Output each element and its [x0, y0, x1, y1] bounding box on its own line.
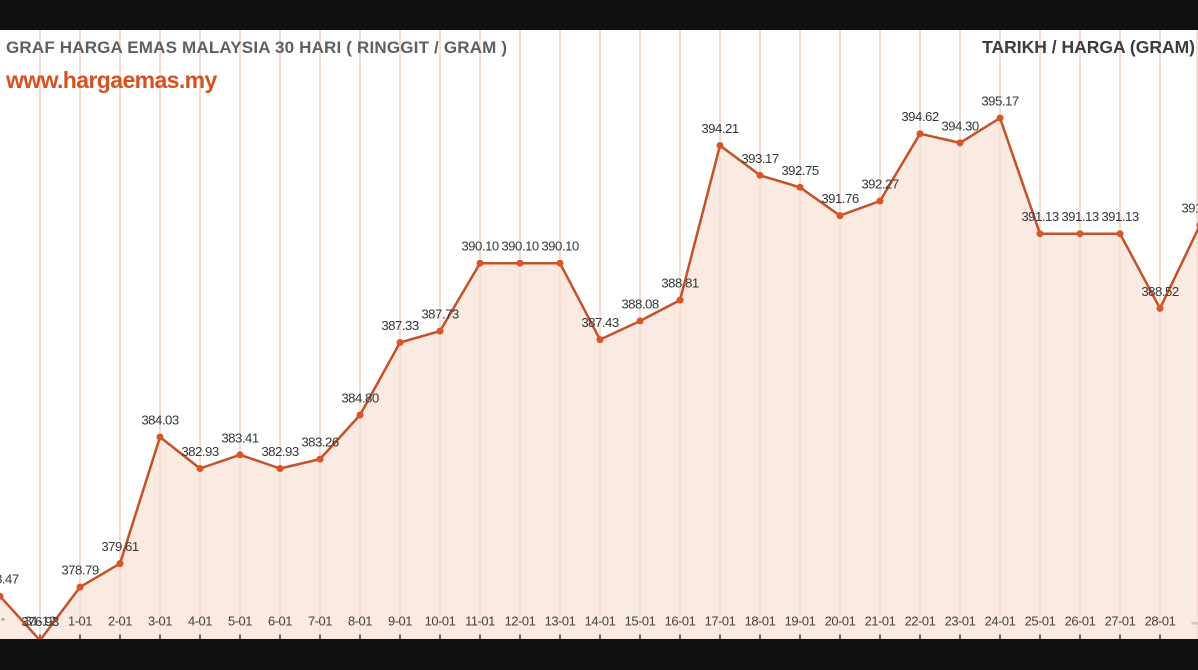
svg-text:387.33: 387.33 [381, 318, 419, 333]
svg-text:4-01: 4-01 [188, 614, 212, 629]
svg-text:8-01: 8-01 [348, 614, 372, 629]
svg-text:17-01: 17-01 [705, 614, 736, 629]
svg-text:13-01: 13-01 [545, 614, 576, 629]
svg-text:31-12: 31-12 [25, 614, 56, 629]
svg-text:5-01: 5-01 [228, 614, 252, 629]
svg-text:390.10: 390.10 [541, 239, 579, 254]
svg-text:388.52: 388.52 [1141, 284, 1179, 299]
svg-text:16-01: 16-01 [665, 614, 696, 629]
svg-text:28-01: 28-01 [1145, 614, 1176, 629]
svg-text:379.61: 379.61 [101, 539, 139, 554]
svg-text:376.93: 376.93 [21, 614, 59, 629]
svg-text:15-01: 15-01 [625, 614, 656, 629]
svg-text:14-01: 14-01 [585, 614, 616, 629]
svg-text:387.43: 387.43 [581, 315, 619, 330]
svg-text:391.13: 391.13 [1061, 209, 1099, 224]
svg-text:395.17: 395.17 [981, 94, 1019, 109]
svg-text:11-01: 11-01 [465, 614, 495, 629]
svg-text:390.10: 390.10 [461, 239, 499, 254]
svg-text:19-01: 19-01 [785, 614, 816, 629]
svg-text:391.13: 391.13 [1101, 209, 1139, 224]
svg-text:3-01: 3-01 [148, 614, 172, 629]
svg-text:18-01: 18-01 [745, 614, 776, 629]
svg-text:378.79: 378.79 [61, 563, 99, 578]
svg-text:27-01: 27-01 [1105, 614, 1136, 629]
svg-text:382.93: 382.93 [181, 444, 219, 459]
svg-text:391.43: 391.43 [1181, 201, 1198, 216]
svg-text:390.10: 390.10 [501, 239, 539, 254]
svg-text:392.27: 392.27 [861, 177, 899, 192]
svg-text:20-01: 20-01 [825, 614, 856, 629]
svg-text:394.30: 394.30 [941, 118, 979, 133]
svg-text:7-01: 7-01 [308, 614, 332, 629]
svg-text:384.03: 384.03 [141, 413, 179, 428]
svg-text:394.62: 394.62 [901, 109, 939, 124]
svg-text:378.47: 378.47 [0, 572, 19, 587]
svg-text:391.13: 391.13 [1021, 209, 1059, 224]
svg-text:1-01: 1-01 [68, 614, 92, 629]
svg-text:24-01: 24-01 [985, 614, 1016, 629]
svg-text:393.17: 393.17 [741, 151, 779, 166]
svg-text:384.80: 384.80 [341, 391, 379, 406]
svg-text:6-01: 6-01 [268, 614, 292, 629]
svg-text:394.21: 394.21 [701, 121, 739, 136]
svg-text:12-01: 12-01 [505, 614, 536, 629]
svg-text:10-01: 10-01 [425, 614, 456, 629]
svg-text:383.26: 383.26 [301, 435, 339, 450]
svg-text:26-01: 26-01 [1065, 614, 1096, 629]
svg-text:387.73: 387.73 [421, 307, 459, 322]
svg-text:383.41: 383.41 [221, 430, 259, 445]
svg-text:391.76: 391.76 [821, 191, 859, 206]
svg-text:25-01: 25-01 [1025, 614, 1056, 629]
svg-text:388.81: 388.81 [661, 276, 699, 291]
svg-text:2-01: 2-01 [108, 614, 132, 629]
svg-text:21-01: 21-01 [865, 614, 896, 629]
svg-text:22-01: 22-01 [905, 614, 936, 629]
svg-text:382.93: 382.93 [261, 444, 299, 459]
svg-text:9-01: 9-01 [388, 614, 412, 629]
svg-text:23-01: 23-01 [945, 614, 976, 629]
svg-text:388.08: 388.08 [621, 297, 659, 312]
svg-text:392.75: 392.75 [781, 163, 819, 178]
